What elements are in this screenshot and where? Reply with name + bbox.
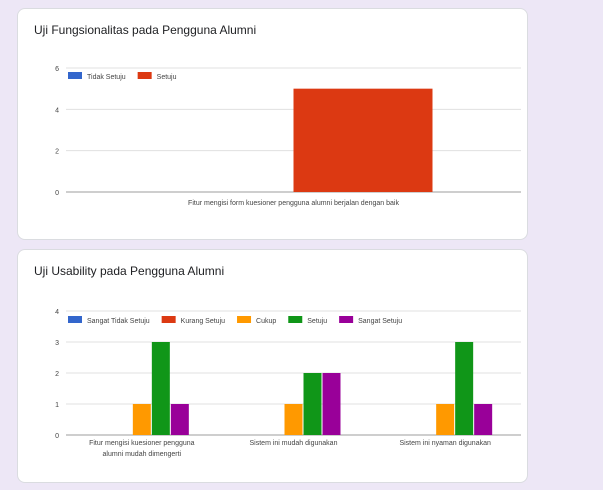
legend-label: Sangat Tidak Setuju <box>87 318 150 325</box>
category-label: Fitur mengisi kuesioner pengguna <box>89 440 195 447</box>
y-tick-label: 0 <box>55 190 59 197</box>
bar <box>293 88 433 192</box>
y-tick-label: 4 <box>55 309 59 316</box>
bar <box>151 342 170 435</box>
bar <box>284 404 303 435</box>
chart-title: Uji Fungsionalitas pada Pengguna Alumni <box>34 23 257 37</box>
legend-swatch <box>237 316 252 323</box>
functionality-bar-chart: 0 2 4 6 Tidak Setuju Setuju Fitur mengisi form… <box>55 66 521 207</box>
category-label: Sistem ini nyaman digunakan <box>399 440 491 447</box>
y-tick-label: 6 <box>55 66 59 73</box>
legend-label: Sangat Setuju <box>358 318 402 325</box>
category-label: alumni mudah dimengerti <box>103 451 182 458</box>
legend-swatch <box>288 316 303 323</box>
bar <box>455 342 474 435</box>
usability-chart-card: Uji Usability pada Pengguna Alumni 0 1 2 3 4… <box>17 249 528 483</box>
legend-label: Kurang Setuju <box>181 318 225 325</box>
legend-swatch <box>68 316 82 323</box>
legend-label: Cukup <box>256 318 276 325</box>
chart-title: Uji Usability pada Pengguna Alumni <box>34 264 225 278</box>
legend-swatch <box>68 72 82 79</box>
y-tick-label: 3 <box>55 340 59 347</box>
y-tick-label: 2 <box>55 371 59 378</box>
legend-label: Tidak Setuju <box>87 74 126 81</box>
legend-swatch <box>339 316 354 323</box>
legend-label: Setuju <box>157 74 177 81</box>
functionality-chart-card: Uji Fungsionalitas pada Pengguna Alumni … <box>17 8 528 240</box>
legend-label: Setuju <box>307 318 327 325</box>
legend-swatch <box>137 72 152 79</box>
bar <box>474 404 493 435</box>
category-label: Sistem ini mudah digunakan <box>250 440 338 447</box>
bar <box>132 404 151 435</box>
bar <box>170 404 189 435</box>
y-tick-label: 4 <box>55 107 59 114</box>
y-tick-label: 1 <box>55 402 59 409</box>
category-label: Fitur mengisi form kuesioner pengguna al… <box>188 200 399 207</box>
bar <box>436 404 455 435</box>
y-tick-label: 2 <box>55 149 59 156</box>
bar <box>303 373 322 435</box>
y-tick-label: 0 <box>55 433 59 440</box>
bar <box>322 373 341 435</box>
legend-swatch <box>161 316 176 323</box>
usability-bar-chart: 0 1 2 3 4 Sangat Tidak Setuju Kurang Setuju Cuk… <box>55 309 521 458</box>
